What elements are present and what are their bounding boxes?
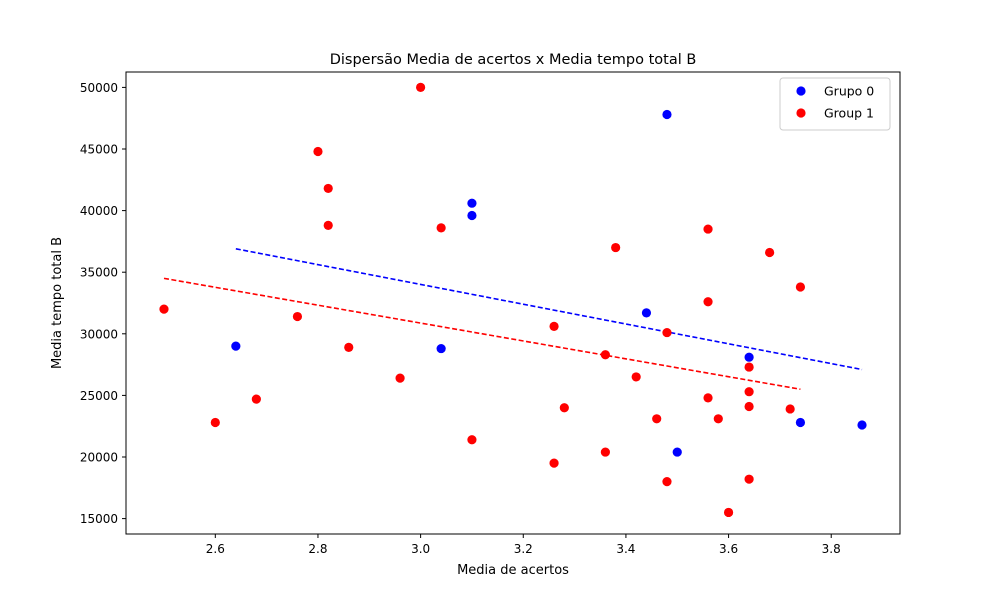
legend-marker-0 — [796, 86, 806, 96]
x-tick-label-6: 3.8 — [822, 542, 841, 556]
series-1-point-32 — [785, 404, 795, 414]
legend-label-0: Grupo 0 — [824, 84, 874, 99]
series-1-point-20 — [662, 327, 672, 338]
x-axis-label: Media de acertos — [457, 563, 569, 578]
series-1-point-2 — [251, 394, 261, 404]
series-1-point-23 — [703, 297, 713, 307]
x-tick-label-3: 3.2 — [514, 542, 533, 556]
y-axis-label: Media tempo total B — [50, 237, 65, 369]
series-0-point-1 — [436, 343, 446, 354]
series-1-point-6 — [323, 220, 333, 230]
series-0-trend-line — [235, 248, 863, 371]
series-0-point-2 — [467, 198, 477, 208]
series-1-point-13 — [549, 458, 559, 468]
series-1-point-8 — [395, 373, 405, 383]
series-1-point-26 — [723, 507, 734, 518]
series-0-point-0 — [231, 341, 241, 351]
series-1-point-14 — [559, 403, 569, 413]
chart-title: Dispersão Media de acertos x Media tempo… — [330, 52, 697, 68]
series-1-point-1 — [210, 417, 220, 428]
legend-box — [779, 77, 891, 131]
series-1-point-17 — [611, 242, 621, 253]
series-1-point-12 — [549, 321, 559, 332]
y-tick-label-1: 20000 — [80, 451, 118, 465]
series-0-point-3 — [467, 210, 477, 221]
series-1-point-25 — [713, 414, 723, 424]
series-1-point-31 — [765, 247, 775, 258]
series-1-point-9 — [416, 82, 426, 92]
series-1-point-27 — [744, 362, 754, 372]
series-1-point-7 — [344, 342, 354, 352]
legend-label-1: Group 1 — [824, 106, 874, 121]
y-tick-label-0: 15000 — [80, 512, 118, 526]
plot-frame — [125, 71, 901, 535]
series-0-point-4 — [641, 308, 652, 318]
x-tick-label-2: 3.0 — [411, 542, 430, 556]
series-1-point-30 — [744, 474, 754, 484]
legend: Grupo 0 Group 1 — [779, 77, 891, 131]
series-1-point-16 — [600, 447, 610, 457]
plot-layer — [159, 82, 867, 518]
series-1-point-24 — [703, 393, 713, 403]
series-0-point-9 — [857, 420, 867, 430]
series-1-point-28 — [744, 387, 754, 397]
series-1-point-10 — [436, 223, 446, 233]
series-1-point-18 — [631, 372, 641, 382]
series-1-point-3 — [292, 311, 303, 322]
y-tick-label-4: 35000 — [80, 266, 118, 280]
y-tick-label-5: 40000 — [80, 204, 118, 218]
series-0-point-5 — [662, 109, 672, 120]
series-0-point-6 — [672, 447, 682, 457]
series-1-point-4 — [313, 146, 323, 157]
series-1-point-21 — [662, 477, 672, 487]
series-1-point-22 — [703, 224, 713, 234]
axes-layer: 2.6 2.8 3.0 3.2 3.4 3.6 3.8 15000 20000 25000 3000… — [80, 71, 901, 556]
series-1-trend-line — [163, 277, 801, 391]
x-tick-label-5: 3.6 — [719, 542, 738, 556]
series-1-point-5 — [323, 183, 333, 194]
y-tick-label-6: 45000 — [80, 143, 118, 157]
y-tick-label-3: 30000 — [80, 327, 118, 341]
series-0-point-8 — [795, 417, 806, 428]
x-tick-label-1: 2.8 — [308, 542, 327, 556]
x-tick-label-4: 3.4 — [616, 542, 635, 556]
series-1-point-15 — [600, 350, 610, 360]
y-tick-label-2: 25000 — [80, 389, 118, 403]
series-0-point-7 — [744, 352, 754, 362]
series-1-point-11 — [467, 435, 477, 445]
series-1-point-33 — [795, 282, 806, 292]
x-tick-label-0: 2.6 — [206, 542, 225, 556]
series-1-point-19 — [652, 414, 662, 424]
series-1-point-0 — [159, 304, 169, 314]
series-1-point-29 — [744, 401, 754, 412]
legend-marker-1 — [796, 108, 806, 118]
y-tick-label-7: 50000 — [80, 81, 118, 95]
